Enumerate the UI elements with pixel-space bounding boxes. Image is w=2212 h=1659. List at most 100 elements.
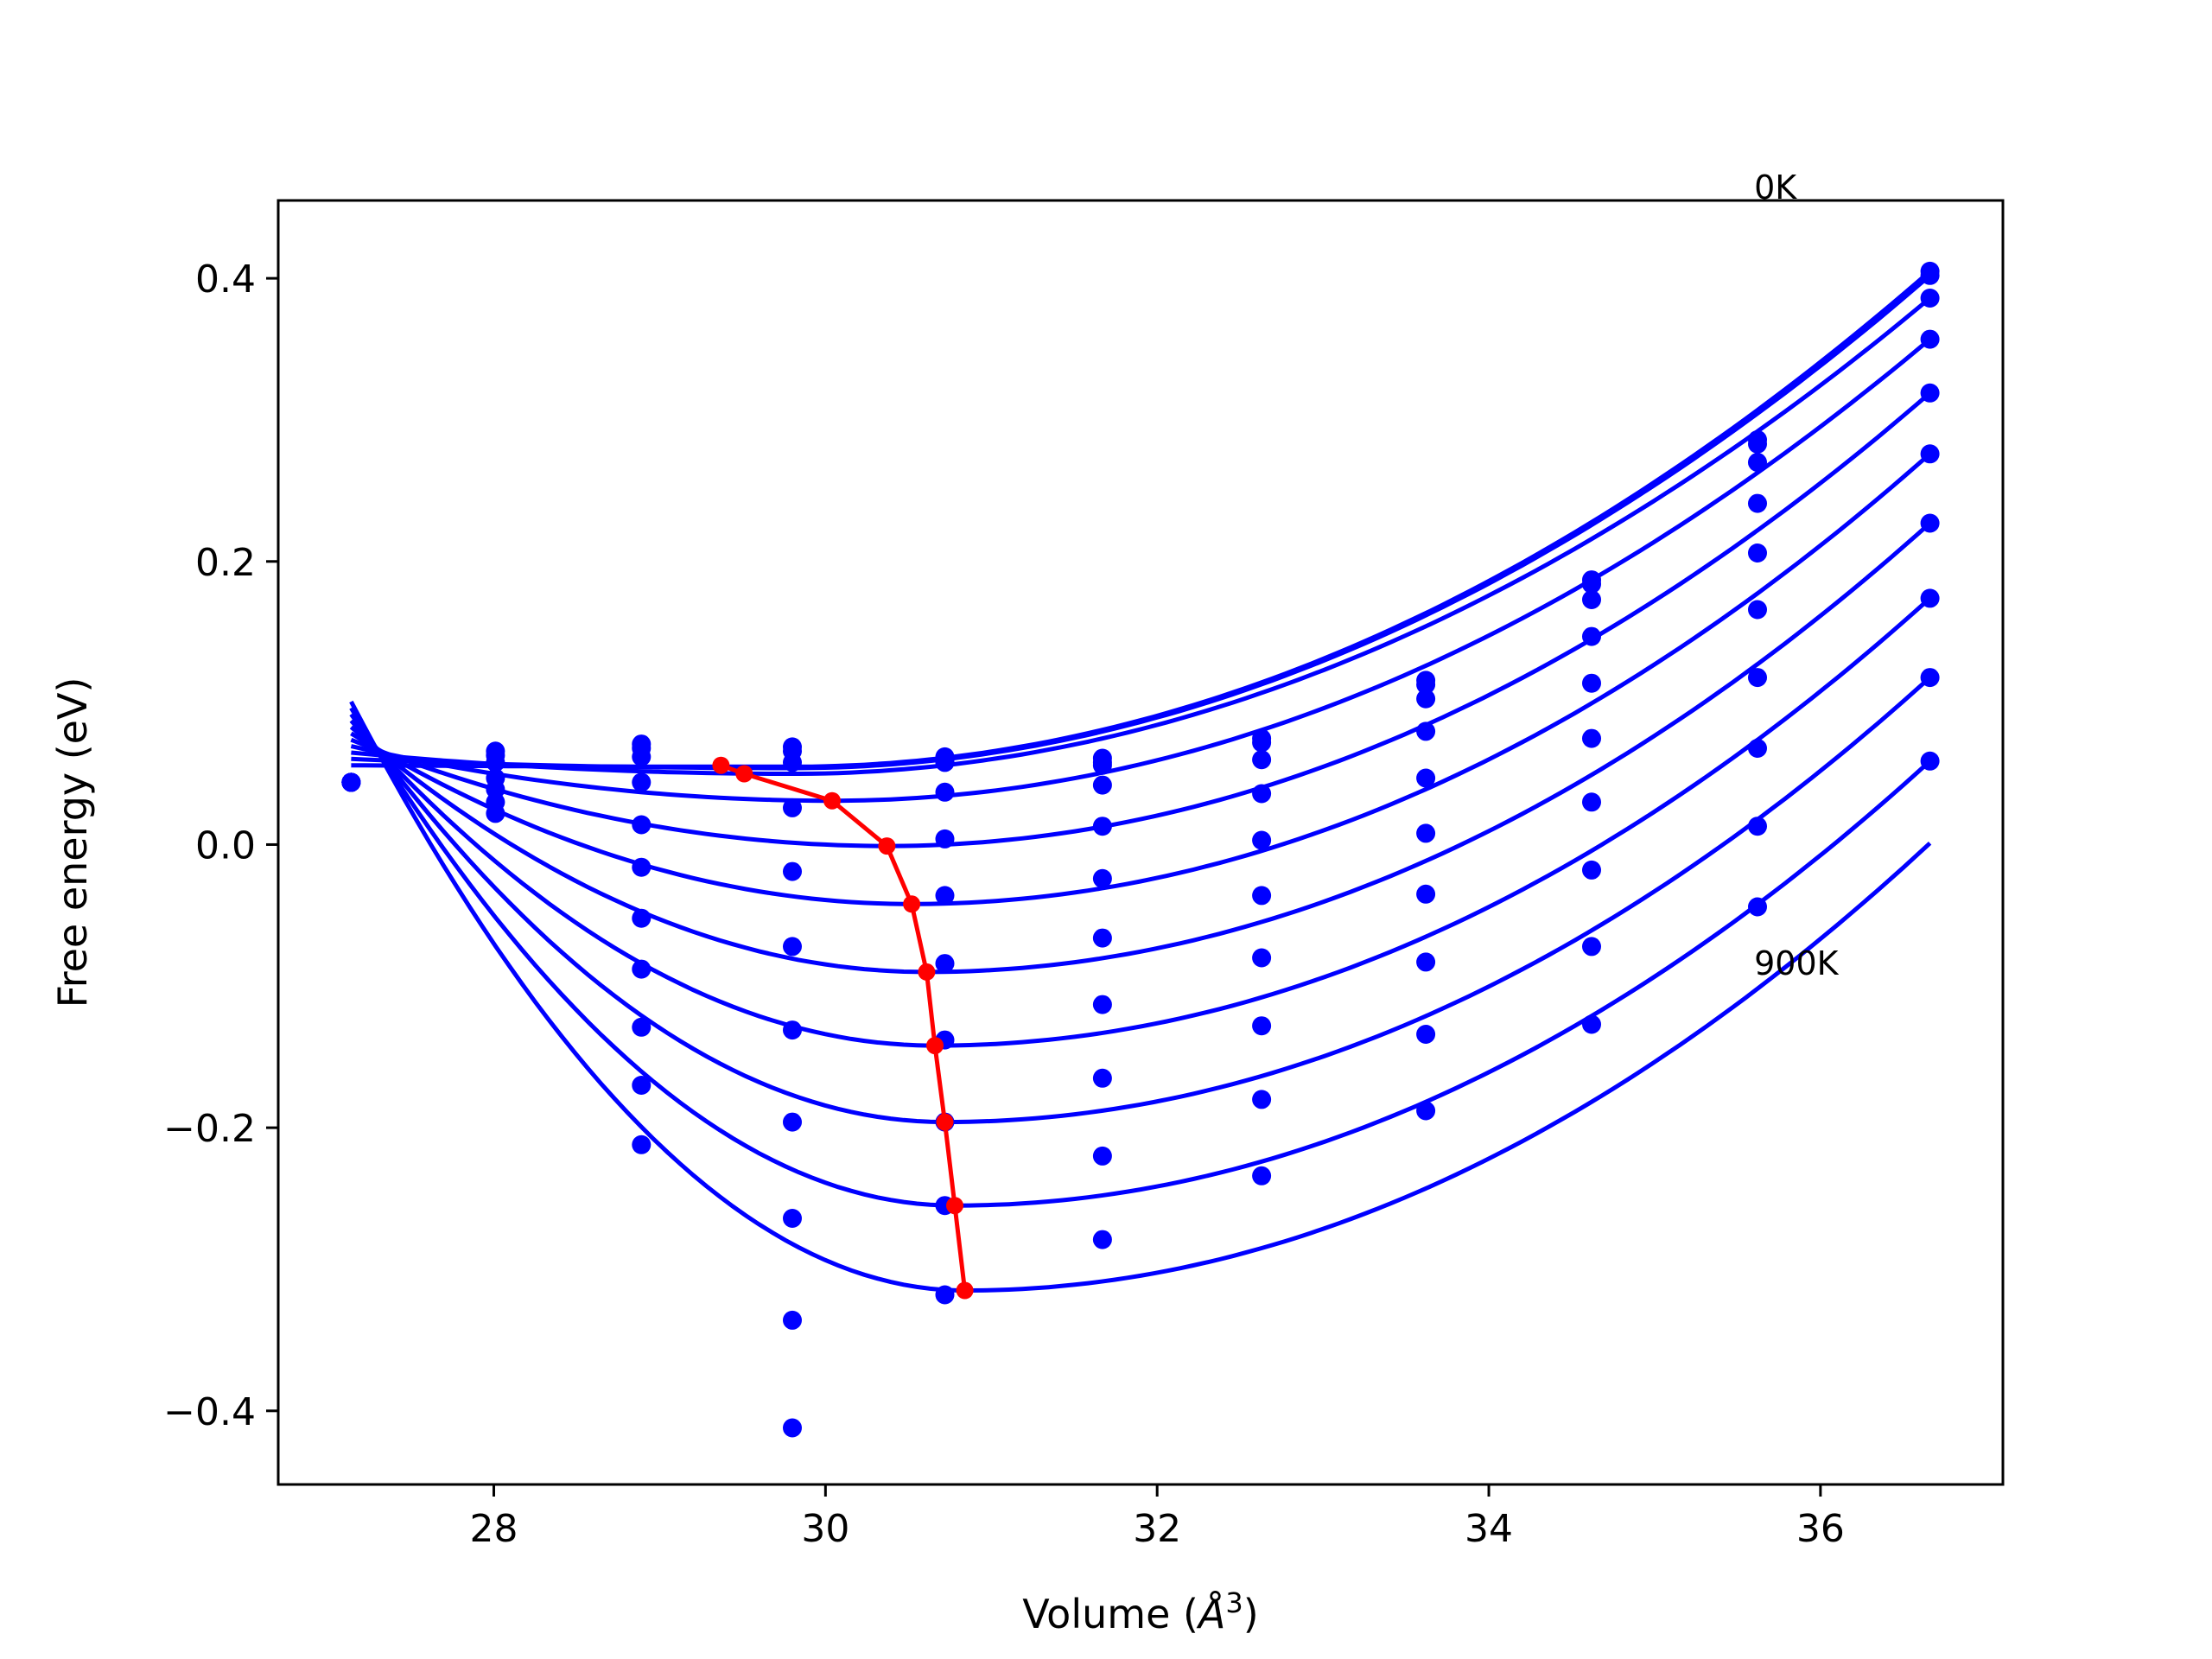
data-point-600K [783, 1020, 802, 1040]
data-point-300K [1092, 775, 1112, 795]
data-point-800K [1252, 1090, 1272, 1109]
data-point-500K [1416, 823, 1436, 843]
data-point-300K [1582, 626, 1601, 646]
x-tick-label: 32 [1133, 1507, 1181, 1551]
x-axis-label-prefix: Volume ( [1022, 1591, 1198, 1637]
data-point-900K [1748, 897, 1767, 917]
data-point-400K [1748, 543, 1767, 563]
data-point-1000K [632, 1135, 652, 1154]
data-point-800K [632, 1017, 652, 1037]
data-points [341, 261, 1940, 1438]
data-point-600K [632, 908, 652, 928]
data-point-700K [1252, 1016, 1272, 1036]
data-point-900K [1920, 751, 1940, 771]
data-point-800K [1920, 668, 1940, 688]
data-point-900K [1092, 1146, 1112, 1166]
x-axis-label-suffix: ) [1243, 1591, 1259, 1637]
data-point-400K [935, 829, 955, 849]
data-point-1000K [935, 1285, 955, 1305]
data-point-200K [1092, 755, 1112, 775]
data-point-400K [1252, 830, 1272, 850]
data-point-700K [632, 959, 652, 979]
y-tick-label: −0.2 [163, 1107, 256, 1151]
minimum-path-point [878, 837, 896, 855]
data-point-700K [783, 1112, 802, 1132]
data-point-100K [1748, 434, 1767, 454]
data-point-800K [783, 1209, 802, 1228]
data-point-200K [486, 753, 505, 772]
data-point-200K [1582, 590, 1601, 609]
data-point-200K [1920, 289, 1940, 308]
minimum-path-point [712, 756, 730, 774]
x-tick-label: 28 [470, 1507, 518, 1551]
data-point-600K [1582, 792, 1601, 812]
data-point-300K [632, 772, 652, 792]
data-point-500K [1092, 868, 1112, 888]
data-point-500K [1920, 444, 1940, 464]
y-tick-label: −0.4 [163, 1390, 256, 1434]
plot-frame [276, 199, 2005, 1486]
data-point-200K [783, 753, 802, 772]
fit-curve-100K [351, 273, 1932, 771]
data-point-200K [1252, 750, 1272, 770]
data-point-200K [632, 747, 652, 766]
minimum-path-point [956, 1281, 974, 1300]
fit-curve-700K [349, 596, 1932, 1048]
data-point-300K [783, 798, 802, 817]
data-point-300K [935, 782, 955, 802]
data-point-600K [1748, 668, 1767, 688]
data-point-300K [1748, 493, 1767, 513]
x-axis-label-symbol: Å [1196, 1591, 1225, 1637]
minimum-path-point [936, 1113, 954, 1131]
data-point-100K [1920, 265, 1940, 285]
data-point-500K [632, 857, 652, 877]
data-point-200K [935, 753, 955, 772]
x-tick-label: 30 [801, 1507, 849, 1551]
data-point-300K [1920, 329, 1940, 349]
y-axis-ticks: −0.4 −0.2 0.0 0.2 0.4 [163, 257, 278, 1434]
minimum-path-line [720, 763, 968, 1291]
data-point-100K [1582, 575, 1601, 594]
y-tick-label: 0.0 [195, 823, 256, 868]
data-point-900K [1416, 1101, 1436, 1121]
data-point-800K [1748, 817, 1767, 836]
data-point-700K [1582, 860, 1601, 880]
fit-curve-900K [349, 707, 1932, 1208]
data-point-500K [1252, 886, 1272, 906]
data-point-600K [1920, 513, 1940, 533]
x-axis-label: Volume (Å3) [1022, 1586, 1258, 1637]
data-point-1000K [341, 772, 361, 792]
minimum-path-point [735, 765, 753, 783]
fit-curve-400K [350, 391, 1932, 849]
data-point-1000K [783, 1418, 802, 1438]
data-point-700K [1748, 739, 1767, 758]
data-point-1000K [1092, 1230, 1112, 1249]
data-point-900K [632, 1076, 652, 1095]
data-point-400K [1092, 817, 1112, 836]
x-axis-label-power: 3 [1225, 1586, 1243, 1619]
data-point-300K [1252, 784, 1272, 804]
data-point-600K [1092, 928, 1112, 948]
data-point-400K [632, 815, 652, 835]
data-point-800K [1092, 1068, 1112, 1088]
y-tick-label: 0.4 [195, 257, 256, 302]
data-point-500K [1582, 728, 1601, 748]
x-tick-label: 36 [1796, 1507, 1845, 1551]
y-tick-label: 0.2 [195, 541, 256, 585]
fit-curve-600K [349, 521, 1932, 975]
minimum-path-point [926, 1037, 944, 1055]
data-point-900K [1582, 1014, 1601, 1034]
data-point-600K [935, 954, 955, 974]
fit-curve-300K [350, 337, 1932, 804]
minimum-path [712, 756, 974, 1300]
annotation-900k: 900K [1754, 944, 1840, 982]
data-point-300K [1416, 721, 1436, 741]
fit-curve-1000K [349, 700, 1932, 1294]
data-point-600K [486, 804, 505, 823]
data-point-800K [1582, 937, 1601, 957]
data-point-400K [783, 861, 802, 881]
fit-curve-800K [349, 676, 1932, 1125]
minimum-path-point [823, 791, 841, 810]
data-point-700K [1092, 995, 1112, 1014]
